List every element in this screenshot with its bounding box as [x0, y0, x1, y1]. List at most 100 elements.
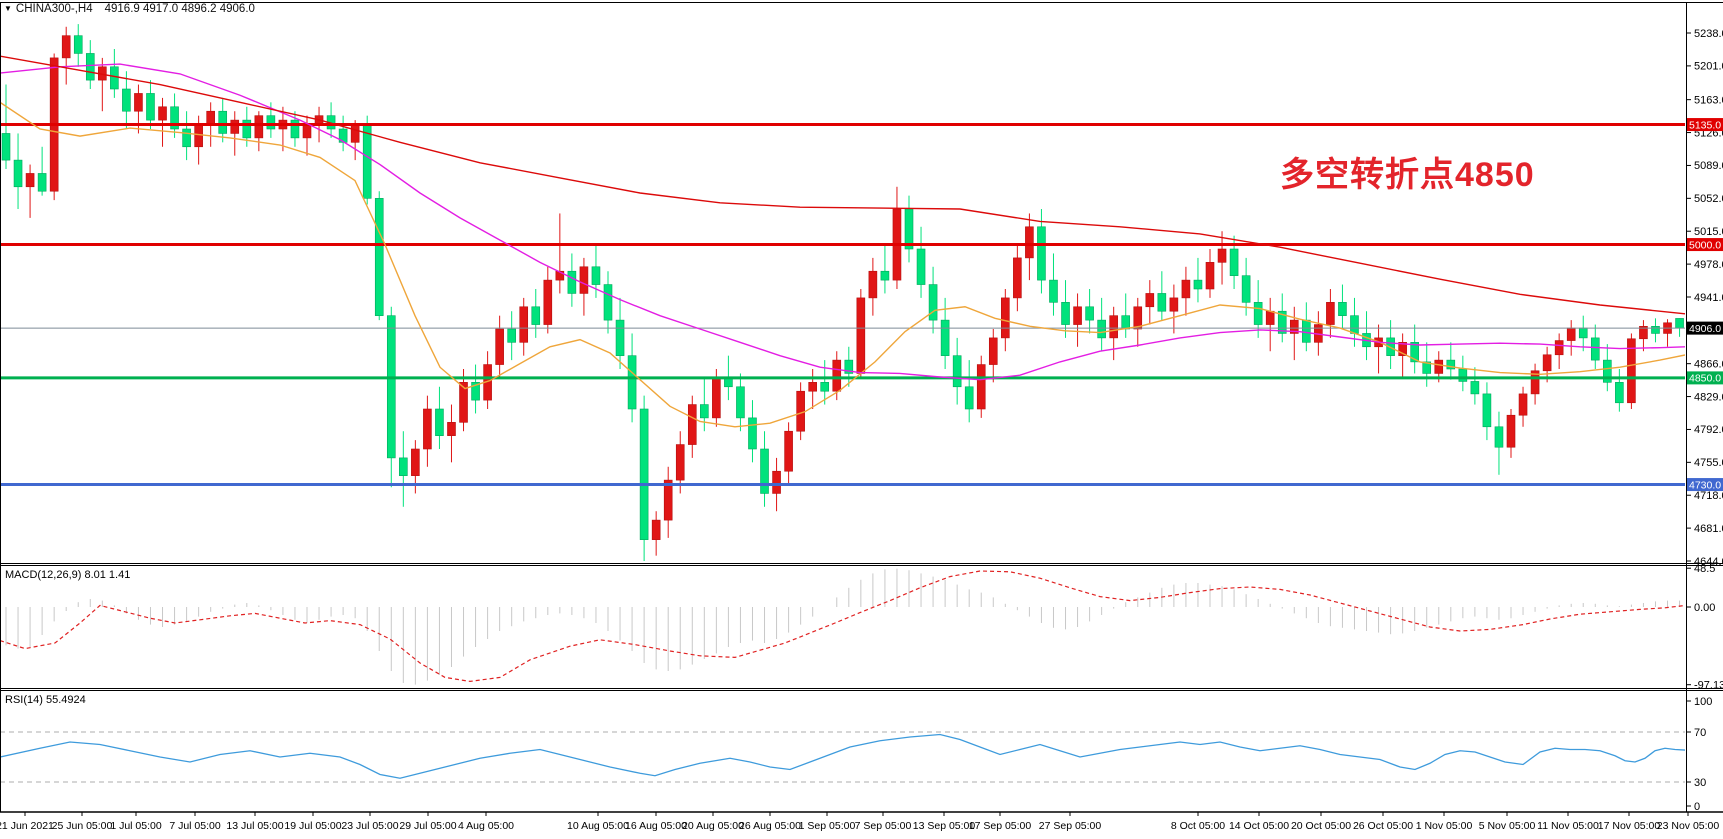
time-tick-label[interactable]: 26 Oct 05:00: [1353, 820, 1413, 832]
candle: [182, 111, 191, 161]
candle: [976, 355, 986, 418]
candle: [1217, 231, 1227, 285]
candle: [519, 297, 529, 356]
time-tick-label[interactable]: 7 Sep 05:00: [855, 820, 912, 832]
candle: [423, 395, 432, 467]
time-tick-label[interactable]: 26 Aug 05:00: [739, 820, 801, 832]
time-tick-label[interactable]: 13 Sep 05:00: [913, 820, 976, 832]
candle: [1639, 320, 1648, 352]
candle: [1470, 367, 1480, 405]
candle: [687, 395, 697, 458]
collapse-indicator-icon[interactable]: ▼: [4, 4, 12, 13]
time-tick-label[interactable]: 1 Nov 05:00: [1416, 820, 1473, 832]
candle: [1193, 257, 1203, 303]
candle: [1097, 297, 1106, 352]
candle: [386, 306, 396, 488]
candle: [567, 253, 577, 307]
price-tick-label: 4829.0: [1694, 391, 1723, 403]
candle: [362, 115, 372, 205]
candle: [1073, 293, 1082, 347]
time-tick-label[interactable]: 1 Jul 05:00: [110, 820, 162, 832]
price-lines-layer: [1, 123, 1685, 487]
candle: [399, 431, 408, 507]
time-tick-label[interactable]: 1 Sep 05:00: [799, 820, 856, 832]
candle: [1085, 289, 1094, 334]
ma-slow-red: [1, 55, 1685, 315]
time-tick-label[interactable]: 7 Jul 05:00: [169, 820, 221, 832]
price-axis-ticks: 5238.05201.05163.05126.05089.05052.05015…: [1686, 28, 1723, 568]
price-label-value: 4850.0: [1689, 373, 1721, 385]
candle: [615, 297, 625, 369]
candle: [1446, 342, 1456, 380]
candle: [447, 404, 456, 463]
candle: [85, 40, 95, 89]
time-tick-label[interactable]: 10 Aug 05:00: [567, 820, 629, 832]
time-tick-label[interactable]: 20 Oct 05:00: [1291, 820, 1351, 832]
candle: [952, 337, 962, 405]
candle: [639, 395, 649, 561]
price-tick-label: 4866.0: [1694, 358, 1723, 370]
candle: [916, 226, 926, 298]
candle: [1627, 333, 1636, 409]
candle: [122, 71, 131, 129]
main-chart-pane[interactable]: [1, 4, 1685, 563]
time-tick-label[interactable]: 13 Jul 05:00: [226, 820, 283, 832]
candle: [13, 133, 23, 209]
time-tick-label[interactable]: 4 Aug 05:00: [458, 820, 514, 832]
time-tick-label[interactable]: 14 Oct 05:00: [1229, 820, 1289, 832]
candle: [495, 315, 504, 378]
ohlc-values: 4916.9 4917.0 4896.2 4906.0: [104, 3, 255, 15]
candle: [1241, 257, 1251, 316]
time-tick-label[interactable]: 25 Jun 05:00: [52, 820, 113, 832]
price-tick-label: 5163.0: [1694, 94, 1723, 106]
macd-tick-label: -97.13: [1694, 680, 1723, 692]
candle: [290, 111, 300, 147]
macd-axis: 48.5 0.00 -97.13: [1686, 563, 1723, 692]
rsi-pane[interactable]: [1, 692, 1685, 811]
time-tick-label[interactable]: 5 Nov 05:00: [1479, 820, 1536, 832]
rsi-axis: 100 70 30 0: [1686, 696, 1712, 813]
macd-pane[interactable]: [1, 567, 1685, 687]
candle: [784, 422, 793, 485]
price-tick-label: 4978.0: [1694, 259, 1723, 271]
time-tick-label[interactable]: 11 Nov 05:00: [1537, 820, 1599, 832]
time-tick-label[interactable]: 23 Nov 05:00: [1657, 820, 1720, 832]
candle: [1603, 344, 1612, 392]
time-axis-pane[interactable]: [1, 813, 1722, 839]
time-tick-label[interactable]: 8 Oct 05:00: [1171, 820, 1225, 832]
time-tick-label[interactable]: 16 Aug 05:00: [625, 820, 687, 832]
time-tick-label[interactable]: 19 Jul 05:00: [284, 820, 341, 832]
price-axis-pane[interactable]: [1687, 4, 1723, 811]
candle: [435, 386, 444, 449]
rsi-tick-label: 30: [1694, 777, 1706, 789]
candle: [158, 97, 167, 147]
candle: [1506, 409, 1516, 458]
time-tick-label[interactable]: 23 Jul 05:00: [341, 820, 398, 832]
time-tick-label[interactable]: 21 Jun 2021: [0, 820, 54, 832]
candle: [555, 213, 565, 294]
time-tick-label[interactable]: 29 Jul 05:00: [399, 820, 456, 832]
time-tick-label[interactable]: 17 Nov 05:00: [1598, 820, 1661, 832]
candle: [1, 84, 11, 169]
chart-header: ▼ CHINA300-,H4 4916.9 4917.0 4896.2 4906.0: [4, 3, 255, 15]
candle: [146, 80, 155, 129]
candle: [1145, 280, 1155, 325]
price-label-box: [1687, 478, 1723, 492]
candle: [808, 369, 817, 409]
price-tick-label: 4755.0: [1694, 457, 1723, 469]
candle: [49, 53, 59, 201]
candle: [1289, 306, 1299, 361]
candle: [1530, 363, 1540, 405]
macd-layer: [1, 568, 1685, 685]
candle: [1169, 284, 1179, 334]
time-tick-label[interactable]: 20 Aug 05:00: [682, 820, 744, 832]
ma-fast-orange: [1, 102, 1685, 428]
price-label-value: 4730.0: [1689, 479, 1721, 491]
time-tick-label[interactable]: 27 Sep 05:00: [1039, 820, 1102, 832]
price-tick-label: 5089.0: [1694, 160, 1723, 172]
candle: [1398, 333, 1407, 378]
candle: [1025, 213, 1034, 281]
time-tick-label[interactable]: 17 Sep 05:00: [969, 820, 1032, 832]
rsi-tick-label: 100: [1694, 696, 1712, 708]
candle: [1205, 249, 1215, 298]
